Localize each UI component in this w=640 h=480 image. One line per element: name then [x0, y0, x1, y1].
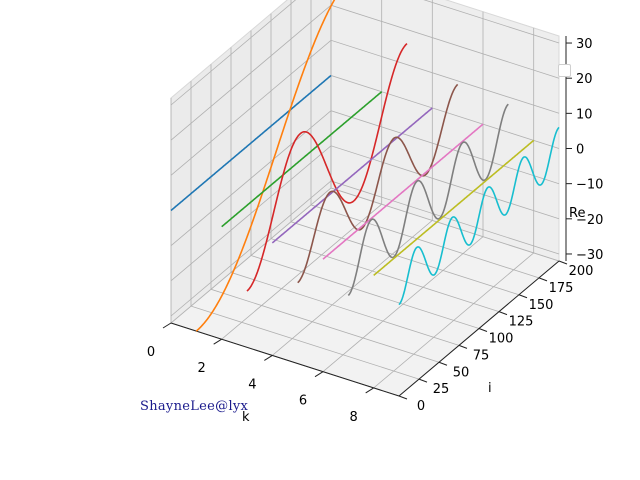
grid-line-re: [170, 0, 560, 106]
series-line-k8: [373, 139, 535, 277]
k-tick-label: 0: [147, 345, 155, 360]
re-tick-label: −30: [576, 248, 603, 263]
i-tick-mark: [478, 328, 488, 332]
re-tick-label: 30: [576, 37, 593, 52]
grid-line-re: [170, 110, 560, 247]
i-tick-mark: [498, 311, 508, 316]
series-line-k6: [322, 123, 484, 260]
grid-line-re: [170, 180, 560, 317]
i-tick-label: 150: [529, 298, 554, 313]
i-tick-label: 175: [549, 281, 574, 296]
grid-line-i: [250, 30, 480, 329]
z-axis-label: Re: [569, 206, 585, 221]
k-tick-mark: [314, 371, 324, 378]
i-tick-label: 125: [509, 315, 534, 330]
series-line-k5: [297, 83, 459, 284]
grid-line-i: [190, 81, 420, 380]
k-tick-label: 4: [248, 377, 256, 392]
i-tick-mark: [538, 277, 548, 282]
re-tick-label: −20: [576, 213, 603, 228]
grid-line-i: [270, 13, 500, 312]
re-tick-label: 10: [576, 107, 593, 122]
grid-line-i: [230, 47, 460, 346]
i-tick-label: 200: [569, 264, 594, 279]
tick-labels: 0246802550751001251501752003020100−10−20…: [147, 37, 604, 425]
k-tick-mark: [365, 387, 374, 394]
grid-line-re: [170, 145, 560, 282]
k-tick-label: 8: [350, 410, 358, 425]
k-axis-line: [170, 322, 400, 397]
x-axis-label: k: [242, 410, 250, 425]
legend-box: [558, 64, 571, 77]
re-tick-label: 0: [576, 143, 584, 158]
re-tick-label: 20: [576, 72, 593, 87]
k-tick-label: 6: [299, 394, 307, 409]
series-line-k0: [170, 74, 332, 212]
i-tick-mark: [518, 294, 528, 299]
k-tick-mark: [213, 338, 222, 345]
grid-line-i: [310, 0, 540, 279]
series-line-k2: [221, 91, 383, 228]
grid-line-i: [210, 64, 440, 363]
i-tick-mark: [438, 361, 448, 366]
i-tick-label: 0: [417, 399, 425, 414]
i-tick-mark: [558, 260, 568, 265]
series-line-k7: [347, 103, 509, 296]
i-tick-label: 25: [433, 382, 450, 397]
grid-line-i: [330, 0, 560, 262]
i-tick-label: 75: [473, 348, 490, 363]
re-tick-label: −10: [576, 178, 603, 193]
i-tick-mark: [458, 344, 468, 349]
i-tick-label: 100: [489, 332, 514, 347]
grid-line-i: [290, 0, 520, 296]
series-lines: [170, 0, 560, 332]
k-tick-mark: [162, 322, 172, 329]
i-tick-mark: [418, 378, 428, 383]
series-line-k4: [271, 107, 433, 244]
grid-line-re: [170, 39, 560, 176]
k-tick-label: 2: [198, 361, 206, 376]
k-tick-mark: [264, 355, 273, 361]
series-line-k9: [398, 126, 560, 306]
watermark-text: ShayneLee@lyx: [140, 399, 249, 414]
i-tick-mark: [398, 395, 408, 400]
series-line-k1: [195, 0, 336, 332]
i-tick-label: 50: [453, 365, 470, 380]
series-line-k3: [246, 42, 408, 292]
y-axis-label: i: [488, 381, 492, 396]
